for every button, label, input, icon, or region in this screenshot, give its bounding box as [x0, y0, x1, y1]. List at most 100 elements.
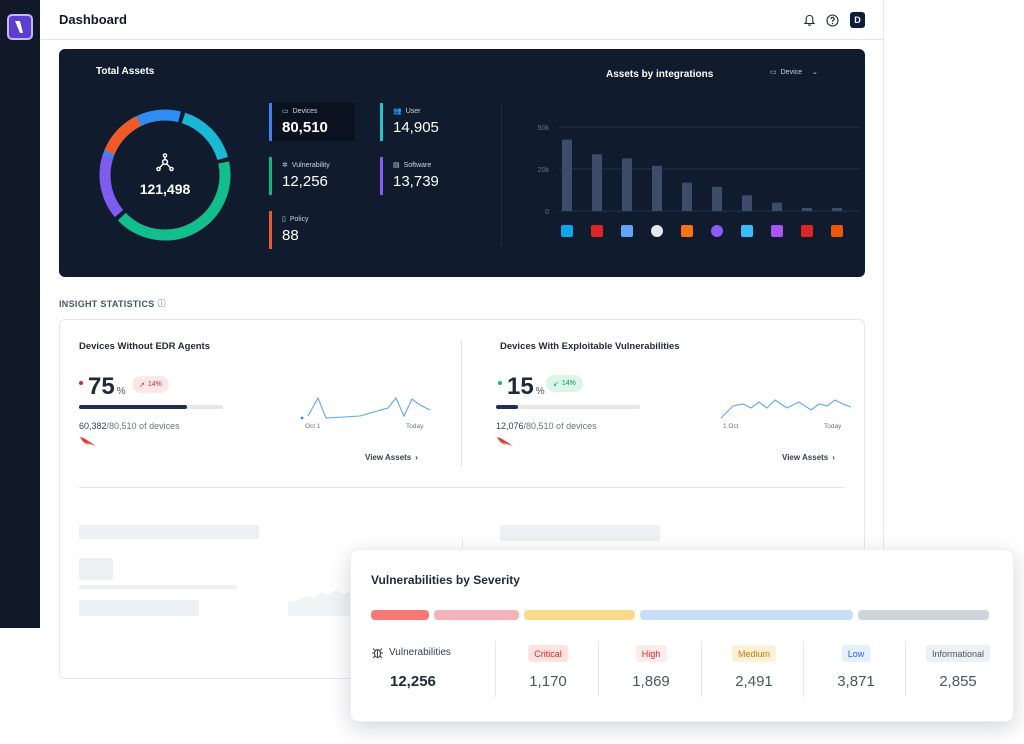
defender-icon	[771, 225, 783, 237]
logo-icon	[15, 21, 23, 33]
sidebar	[0, 0, 40, 628]
insight-title: Devices With Exploitable Vulnerabilities	[500, 341, 680, 352]
donut-center: 121,498	[97, 107, 233, 243]
devices-total: /80,510 of devices	[523, 421, 597, 431]
bar[interactable]	[772, 202, 782, 211]
crowdstrike-icon	[591, 225, 603, 237]
bar[interactable]	[682, 182, 692, 211]
devices-affected: 60,382	[79, 421, 107, 431]
insight-edr: Devices Without EDR Agents 75 % ↗ 14% 60…	[60, 320, 445, 480]
view-assets-link[interactable]: View Assets ›	[365, 453, 418, 462]
info-icon[interactable]: ⓘ	[157, 299, 166, 308]
stat-software[interactable]: ▤ Software 13,739	[380, 157, 460, 195]
total-assets-title: Total Assets	[96, 66, 155, 77]
integrations-title: Assets by integrations	[606, 69, 714, 80]
bar[interactable]	[712, 186, 722, 211]
app-logo[interactable]	[7, 14, 33, 40]
integrations-bar-chart: 50k 20k 0	[538, 125, 859, 237]
status-dot	[79, 381, 83, 385]
devices-count: 60,382/80,510 of devices	[79, 421, 180, 431]
software-icon: ▤	[393, 162, 400, 169]
bar[interactable]	[622, 158, 632, 212]
severity-column-critical[interactable]: Critical 1,170	[496, 641, 600, 697]
chevron-right-icon: ›	[832, 453, 835, 462]
stat-value: 13,739	[393, 173, 439, 190]
stat-label: Software	[403, 161, 432, 169]
sparkline-start-label: Oct 1	[305, 423, 321, 430]
bar[interactable]	[562, 139, 572, 211]
assets-donut-chart: 121,498	[97, 107, 233, 243]
insight-divider	[461, 340, 462, 467]
arrow-down-left-icon: ↙	[553, 380, 559, 388]
y-tick-label: 0	[545, 209, 549, 216]
status-dot	[498, 381, 502, 385]
stat-devices[interactable]: ▭ Devices 80,510	[269, 103, 355, 141]
policy-icon: ▯	[282, 216, 286, 223]
stat-value: 12,256	[282, 173, 328, 190]
column-divider	[598, 641, 599, 697]
devices-icon: ▭	[770, 69, 777, 76]
severity-count: 2,491	[735, 673, 773, 690]
bar[interactable]	[742, 195, 752, 211]
stat-label: Policy	[289, 215, 309, 223]
help-icon[interactable]	[824, 12, 840, 28]
top-bar: Dashboard D	[40, 0, 883, 40]
devices-total: /80,510 of devices	[106, 421, 180, 431]
azure-icon	[741, 225, 753, 237]
stat-label: Devices	[292, 107, 318, 115]
total-assets-count: 121,498	[139, 181, 191, 197]
trend-value: 14%	[561, 380, 576, 387]
view-assets-link[interactable]: View Assets ›	[782, 453, 835, 462]
bar[interactable]	[652, 165, 662, 211]
severity-badge: Critical	[528, 645, 568, 662]
dropdown-value: Device	[780, 68, 803, 76]
stat-label: User	[405, 107, 421, 115]
severity-column-informational[interactable]: Informational 2,855	[906, 641, 1010, 697]
severity-count: 1,869	[632, 673, 670, 690]
page-title: Dashboard	[59, 12, 127, 27]
donut-segment	[104, 116, 142, 155]
bar[interactable]	[832, 208, 842, 211]
avatar[interactable]: D	[850, 12, 865, 28]
insight-exploitable: Devices With Exploitable Vulnerabilities…	[479, 320, 864, 480]
insight-percentage: 15 %	[498, 373, 545, 401]
redhat-icon	[801, 225, 813, 237]
skeleton-sparkline	[288, 590, 358, 616]
pct-unit: %	[535, 386, 545, 397]
severity-count: 1,170	[529, 673, 567, 690]
vulnerabilities-text: Vulnerabilities	[389, 647, 451, 658]
severity-column-high[interactable]: High 1,869	[599, 641, 703, 697]
link-text: View Assets	[365, 453, 412, 462]
bell-icon[interactable]	[801, 12, 817, 28]
stat-policy[interactable]: ▯ Policy 88	[269, 211, 355, 249]
vulnerabilities-total: 12,256	[390, 673, 436, 690]
severity-count: 2,855	[939, 673, 977, 690]
stat-label: Vulnerability	[291, 161, 330, 169]
link-text: View Assets	[782, 453, 829, 462]
y-tick-label: 50k	[538, 125, 550, 132]
sparkline-start-label: 1 Oct	[723, 423, 739, 430]
insight-statistics-label: INSIGHT STATISTICS ⓘ	[59, 298, 166, 309]
bar[interactable]	[802, 208, 812, 211]
skeleton-bar	[79, 585, 237, 589]
bar[interactable]	[592, 154, 602, 211]
users-icon: 👥	[393, 108, 402, 115]
section-title: INSIGHT STATISTICS	[59, 298, 155, 309]
network-icon	[156, 153, 174, 172]
device-filter-dropdown[interactable]: ▭ Device ⌄	[770, 68, 818, 77]
stat-value: 80,510	[282, 119, 328, 136]
severity-badge: High	[635, 645, 667, 662]
severity-bar-medium	[524, 610, 635, 620]
tenable-icon	[621, 225, 633, 237]
sparkline-end-label: Today	[406, 423, 424, 430]
stat-vulnerability[interactable]: ✲ Vulnerability 12,256	[269, 157, 355, 195]
edr-sparkline	[300, 396, 431, 420]
severity-column-medium[interactable]: Medium 2,491	[702, 641, 806, 697]
vulnerabilities-label: Vulnerabilities	[371, 646, 451, 659]
bug-icon	[372, 648, 383, 659]
severity-column-low[interactable]: Low 3,871	[804, 641, 908, 697]
circle-icon	[651, 225, 663, 237]
insight-percentage: 75 %	[79, 373, 126, 401]
stat-user[interactable]: 👥 User 14,905	[380, 103, 460, 141]
arrow-up-right-icon: ↗	[139, 381, 145, 389]
